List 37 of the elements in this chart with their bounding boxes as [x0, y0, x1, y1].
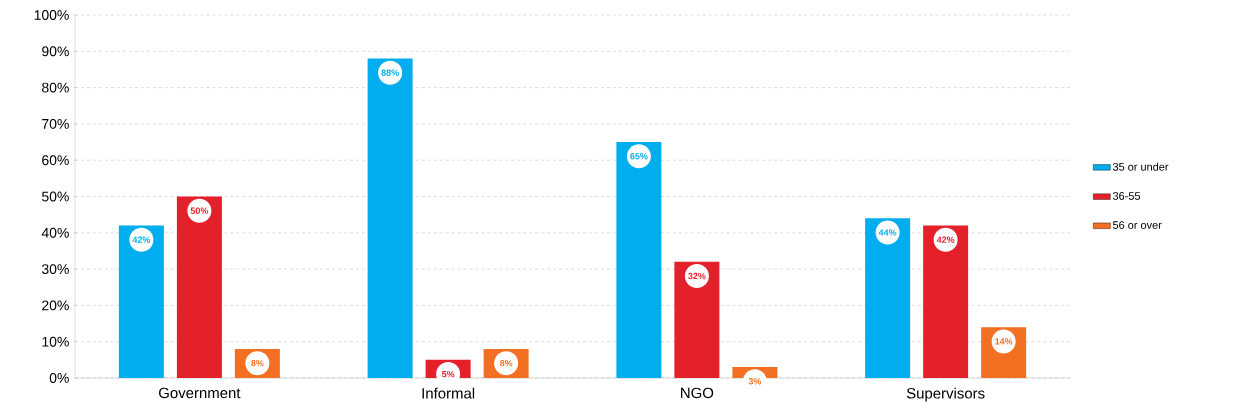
y-tick-label: 100% — [34, 10, 69, 20]
bar — [674, 261, 720, 378]
data-label: 65% — [630, 153, 648, 160]
data-label: 3% — [748, 378, 762, 385]
y-tick-label: 40% — [41, 227, 69, 238]
y-tick-label: 80% — [42, 82, 69, 93]
bar — [923, 225, 969, 378]
data-label: 5% — [441, 370, 455, 378]
x-tick-label: Government — [159, 387, 241, 399]
y-tick-label: 0% — [49, 373, 69, 383]
legend-label: 35 or under — [1112, 162, 1169, 171]
data-label: 50% — [190, 207, 209, 214]
x-tick-label: Informal — [422, 387, 475, 399]
data-label: 14% — [995, 338, 1013, 345]
legend-label: 36-55 — [1112, 192, 1141, 200]
bar — [865, 218, 911, 378]
data-label: 44% — [878, 229, 897, 236]
data-label: 42% — [132, 236, 151, 243]
x-tick-label: NGO — [681, 387, 714, 399]
y-tick-label: 30% — [41, 264, 69, 275]
y-tick-label: 10% — [42, 336, 69, 347]
x-tick-label: Supervisors — [906, 387, 985, 402]
bar — [176, 196, 222, 378]
y-tick-label: 90% — [42, 46, 69, 57]
y-tick-label: 70% — [42, 118, 69, 129]
data-label: 88% — [381, 69, 399, 76]
data-label: 42% — [936, 236, 955, 243]
legend-label: 56 or over — [1112, 221, 1162, 229]
data-label: 32% — [688, 272, 706, 280]
y-tick-label: 20% — [42, 300, 69, 311]
y-tick-label: 50% — [42, 191, 69, 202]
y-tick-label: 60% — [42, 155, 69, 166]
bar — [616, 142, 662, 378]
data-label: 8% — [251, 359, 264, 367]
data-label: 8% — [499, 359, 513, 367]
bar — [367, 58, 413, 378]
bar — [118, 225, 164, 378]
